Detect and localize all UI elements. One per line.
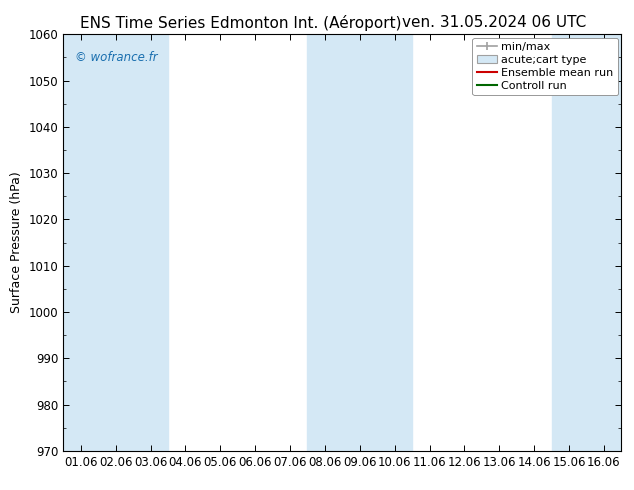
Legend: min/max, acute;cart type, Ensemble mean run, Controll run: min/max, acute;cart type, Ensemble mean … (472, 38, 618, 95)
Bar (552, 34, 621, 451)
Bar (307, 34, 412, 451)
Text: ENS Time Series Edmonton Int. (Aéroport): ENS Time Series Edmonton Int. (Aéroport) (80, 15, 402, 31)
Text: © wofrance.fr: © wofrance.fr (75, 51, 157, 64)
Bar (63, 34, 168, 451)
Text: ven. 31.05.2024 06 UTC: ven. 31.05.2024 06 UTC (403, 15, 586, 30)
Y-axis label: Surface Pressure (hPa): Surface Pressure (hPa) (10, 172, 23, 314)
